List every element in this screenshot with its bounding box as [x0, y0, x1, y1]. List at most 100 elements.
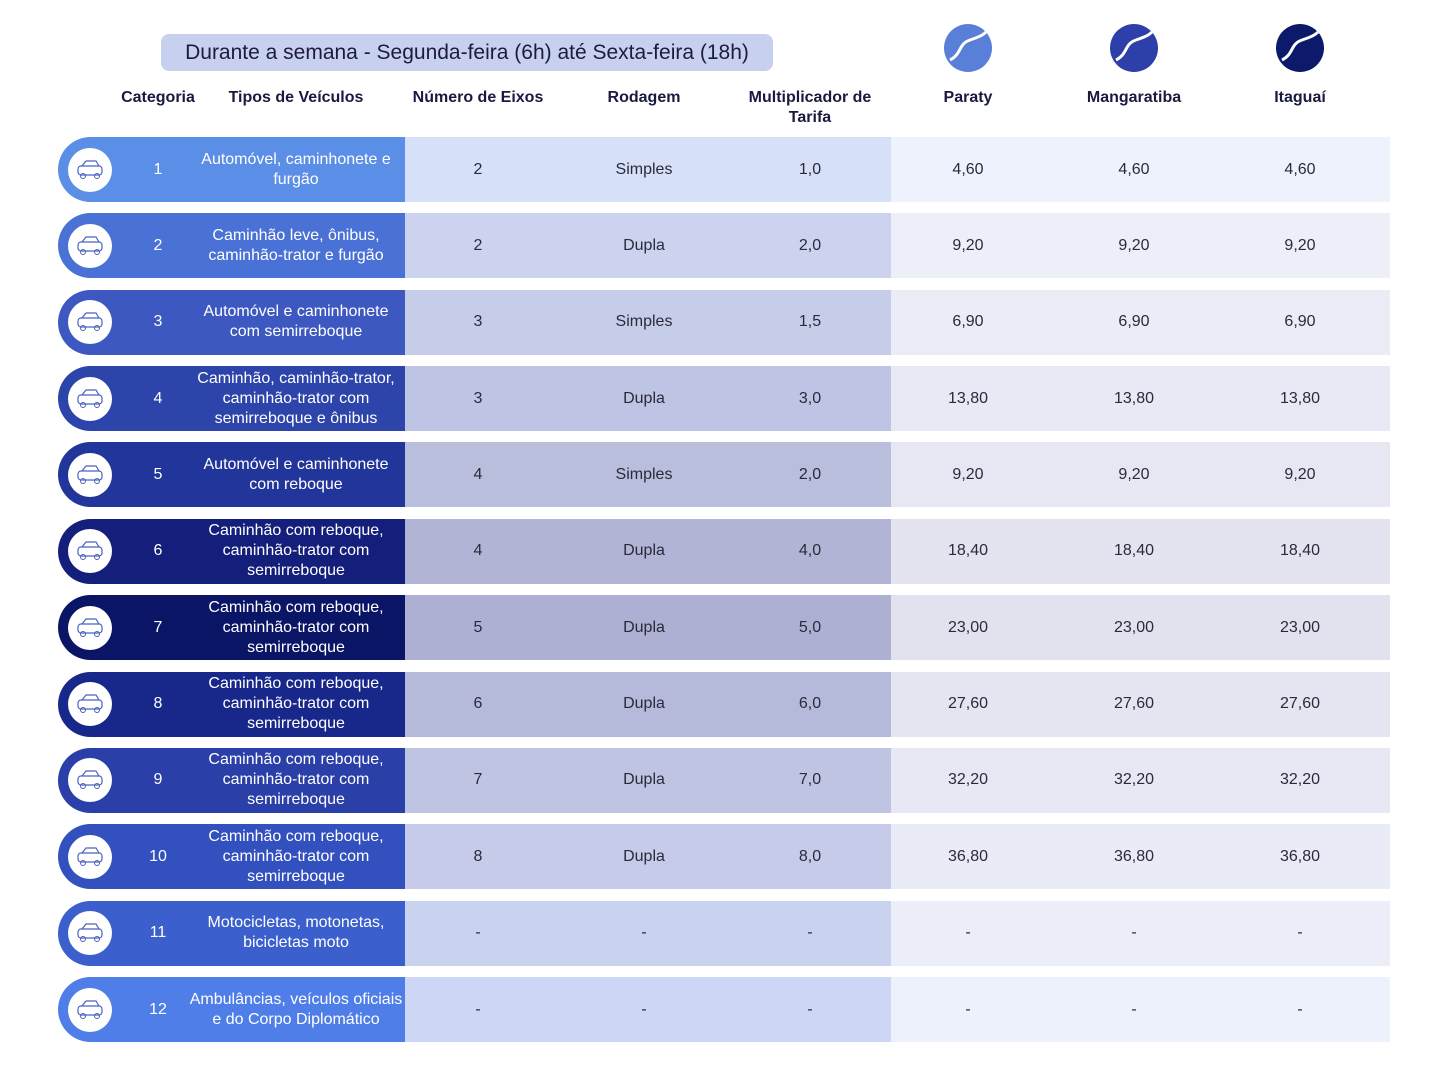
vehicle-glyph [77, 923, 103, 943]
vehicle-glyph [77, 541, 103, 561]
vehicle-type: Caminhão leve, ônibus, caminhão-trator e… [208, 226, 384, 264]
row-mid-band [405, 747, 891, 813]
row-mid-band [405, 366, 891, 432]
paraty-icon [944, 24, 992, 72]
category-number: 9 [153, 771, 163, 789]
vehicle-glyph [77, 465, 103, 484]
table-cell: 1,5 [798, 313, 822, 331]
row-mid-band [405, 900, 891, 966]
region-icons [944, 24, 1324, 72]
row-label-band [58, 747, 405, 813]
table-cell: 13,80 [1113, 389, 1155, 407]
vehicle-type: Automóvel e caminhonete com reboque [203, 455, 389, 493]
table-cell: - [475, 1000, 481, 1018]
table-cell: 3 [473, 389, 483, 407]
category-number: 6 [153, 542, 163, 560]
table-cell: - [1131, 924, 1137, 942]
table-cell: Dupla [623, 847, 665, 865]
table-cell: 4,60 [952, 160, 984, 178]
row-label-band [58, 366, 405, 432]
table-cell: - [1297, 1000, 1303, 1018]
table-cell: - [475, 924, 481, 942]
category-number: 5 [153, 465, 163, 483]
table-cell: 4 [473, 542, 483, 560]
table-cell: 4 [473, 465, 483, 483]
table-cell: 4,0 [798, 542, 822, 560]
row-right-band [891, 366, 1390, 432]
vehicle-type: Automóvel e caminhonete com semirreboque [203, 303, 389, 341]
vehicle-icon [68, 147, 112, 192]
table-cell: 2 [473, 236, 483, 254]
table-cell: 9,20 [952, 236, 984, 254]
row-right-band [891, 289, 1390, 355]
vehicle-icon [68, 987, 112, 1032]
table-cell: 8 [473, 847, 483, 865]
row-right-band [891, 518, 1390, 584]
row-label-band [58, 442, 405, 508]
row-mid-band [405, 595, 891, 661]
table-cell: 27,60 [1113, 695, 1155, 713]
vehicle-icon [68, 529, 112, 574]
category-number: 10 [149, 847, 167, 865]
column-header: Número de Eixos [412, 89, 544, 106]
row-mid-band [405, 213, 891, 279]
column-header: Categoria [121, 89, 195, 106]
table-cell: 18,40 [947, 542, 989, 560]
table-cell: 7 [473, 771, 483, 789]
table-cell: 5 [473, 618, 483, 636]
category-number: 7 [153, 618, 163, 636]
vehicle-type: Caminhão com reboque, caminhão-trator co… [208, 598, 384, 656]
category-number: 4 [153, 389, 163, 407]
table-cell: 23,00 [1113, 618, 1155, 636]
vehicle-icon [68, 300, 112, 345]
row-mid-band [405, 671, 891, 737]
row-right-band [891, 671, 1390, 737]
table-cell: 3 [473, 313, 483, 331]
table-cell: Dupla [623, 618, 665, 636]
vehicle-type: Automóvel, caminhonete e furgão [201, 150, 391, 188]
table-cell: - [641, 924, 647, 942]
vehicle-glyph [77, 236, 103, 255]
row-label-band [58, 595, 405, 661]
table-cell: Dupla [623, 236, 665, 254]
table-cell: 36,80 [1113, 847, 1155, 865]
row-label-band [58, 977, 405, 1042]
row-right-band [891, 977, 1390, 1042]
column-header: Mangaratiba [1086, 89, 1182, 106]
table-cell: 23,00 [947, 618, 989, 636]
table-cell: 4,60 [1284, 160, 1316, 178]
table-cell: 9,20 [1284, 465, 1316, 483]
table-cell: 5,0 [798, 618, 822, 636]
table-cell: 6,90 [1284, 313, 1316, 331]
table-cell: 32,20 [947, 771, 989, 789]
table-cell: 18,40 [1113, 542, 1155, 560]
column-header: Rodagem [607, 89, 681, 106]
category-number: 12 [149, 1000, 167, 1018]
vehicle-icon [68, 834, 112, 879]
table-cell: 32,20 [1279, 771, 1321, 789]
vehicle-icon [68, 452, 112, 497]
table-cell: 8,0 [798, 847, 822, 865]
table-cell: Dupla [623, 389, 665, 407]
vehicle-type: Caminhão com reboque, caminhão-trator co… [208, 751, 384, 809]
table-cell: 6 [473, 695, 483, 713]
vehicle-icon [68, 758, 112, 803]
table-cell: 6,90 [1118, 313, 1150, 331]
table-cell: 18,40 [1279, 542, 1321, 560]
column-header: Tipos de Veículos [228, 89, 364, 106]
row-right-band [891, 442, 1390, 508]
row-label-band [58, 671, 405, 737]
vehicle-type: Caminhão, caminhão-trator, caminhão-trat… [197, 369, 395, 427]
table-cell: 32,20 [1113, 771, 1155, 789]
row-right-band [891, 595, 1390, 661]
vehicle-icon [68, 605, 112, 650]
vehicle-glyph [77, 770, 103, 790]
table-cell: - [1297, 924, 1303, 942]
table-cell: Dupla [623, 695, 665, 713]
table-cell: Simples [615, 313, 673, 331]
table-cell: 6,0 [798, 695, 822, 713]
category-number: 11 [149, 924, 167, 942]
table-cell: 9,20 [1284, 236, 1316, 254]
vehicle-icon [68, 223, 112, 268]
